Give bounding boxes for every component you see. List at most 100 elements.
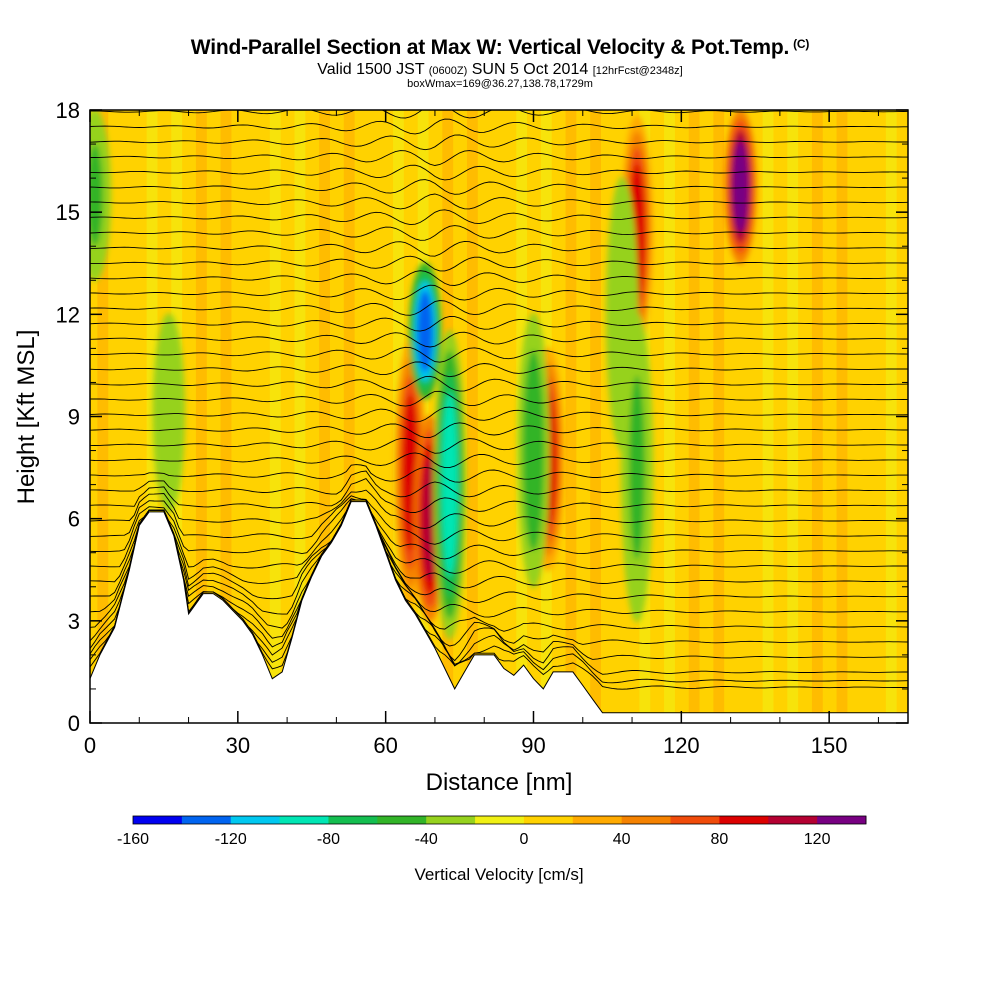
y-tick-label: 9 [68,405,80,430]
isentrope-line [90,284,908,301]
isentrope-line [90,498,908,560]
velocity-band [836,110,848,723]
colorbar-tick-label: -40 [415,831,438,848]
y-axis-title: Height [Kft MSL] [13,330,40,505]
colorbar-tick-label: 120 [804,831,831,848]
velocity-band [343,110,355,723]
colorbar-swatch [279,816,329,824]
y-tick-label: 3 [68,609,80,634]
y-tick-label: 15 [56,200,80,225]
isentrope-line [90,406,908,423]
downdraft-cell [629,375,645,560]
x-tick-label: 120 [663,733,700,758]
colorbar-swatch [768,816,818,824]
isentrope-line [90,495,908,545]
downdraft-cell [441,392,458,577]
colorbar-swatch [670,816,720,824]
updraft-cell [732,140,749,233]
colorbar-tick-label: -160 [117,831,149,848]
x-tick-label: 0 [84,733,96,758]
forecast-info: [12hrFcst@2348z] [592,65,683,77]
chart-subtitle: Valid 1500 JST (0600Z) SUN 5 Oct 2014 [1… [0,61,1000,79]
colorbar-swatch [426,816,476,824]
isentrope-line [90,315,908,332]
isentrope-line [90,470,908,498]
isentrope-line [90,300,908,316]
isentrope-line [90,499,908,618]
isentrope-line [90,422,908,439]
isentrope-line [90,499,908,662]
colorbar-swatch [133,816,183,824]
velocity-band [122,110,133,723]
isentrope-line [90,193,908,210]
isentrope-line [90,331,908,348]
isentrope-line [90,150,908,166]
title-text: Wind-Parallel Section at Max W: Vertical… [190,36,790,59]
isentrope-line [90,361,908,378]
velocity-band [762,110,774,723]
colorbar-frame [132,815,867,825]
velocity-band [220,110,232,723]
velocity-band [713,110,725,723]
colorbar-swatch [621,816,672,824]
velocity-band [688,110,700,723]
isentrope-line [90,499,908,574]
isentrope-line [90,390,908,407]
colorbar: -160 -120 -80 -40 0 40 80 120 [117,815,867,848]
colorbar-tick-label: 40 [613,831,631,848]
isentrope-line [90,225,908,241]
valid-utc: (0600Z) [428,65,468,77]
velocity-band [368,110,380,723]
colorbar-tick-label: 0 [519,831,528,848]
downdraft-cell [525,368,542,533]
colorbar-swatch [181,816,232,824]
velocity-band [319,110,330,723]
isentrope-line [90,489,908,529]
velocity-band [787,110,799,723]
valid-date: SUN 5 Oct 2014 [471,61,589,78]
velocity-band [565,110,577,723]
velocity-band [664,110,675,723]
isentrope-line [90,209,908,226]
velocity-band [737,110,749,723]
isentrope-line [90,499,908,603]
colorbar-swatch [328,816,378,824]
isentrope-line [90,164,908,181]
velocity-band [146,110,158,723]
velocity-band [910,110,921,723]
velocity-band [97,110,109,723]
velocity-band [811,110,823,723]
velocity-band [195,110,207,723]
downdraft-cell [90,144,103,247]
colorbar-swatch [377,816,427,824]
x-tick-label: 60 [373,733,397,758]
x-axis-title: Distance [nm] [426,769,573,796]
box-info: boxWmax=169@36.27,138.78,1729m [407,78,593,90]
isentrope-line [90,464,908,483]
colorbar-tick-label: 80 [711,831,729,848]
isentrope-line [90,437,908,454]
isentrope-line [90,499,908,632]
isentrope-line [90,346,908,363]
y-axis: 0 3 6 9 12 15 18 [56,98,908,736]
y-tick-label: 0 [68,711,80,736]
velocity-band [590,110,602,723]
isentrope-line [90,179,908,195]
plot-area [90,110,921,723]
y-tick-label: 12 [56,302,80,327]
velocity-band [294,110,306,723]
x-tick-label: 30 [226,733,250,758]
isentrope-line [90,240,908,257]
y-tick-label: 6 [68,507,80,532]
x-axis: 0 30 60 90 120 150 [84,110,879,758]
isentrope-line [90,499,908,589]
isentrope-line [90,452,908,469]
downdraft-cell [160,353,177,473]
isentrope-lines [90,110,908,690]
velocity-band [885,110,897,723]
valid-time: Valid 1500 JST [317,61,425,78]
isentrope-line [90,499,908,647]
isentrope-line [90,118,908,135]
colorbar-tick-label: -80 [317,831,340,848]
